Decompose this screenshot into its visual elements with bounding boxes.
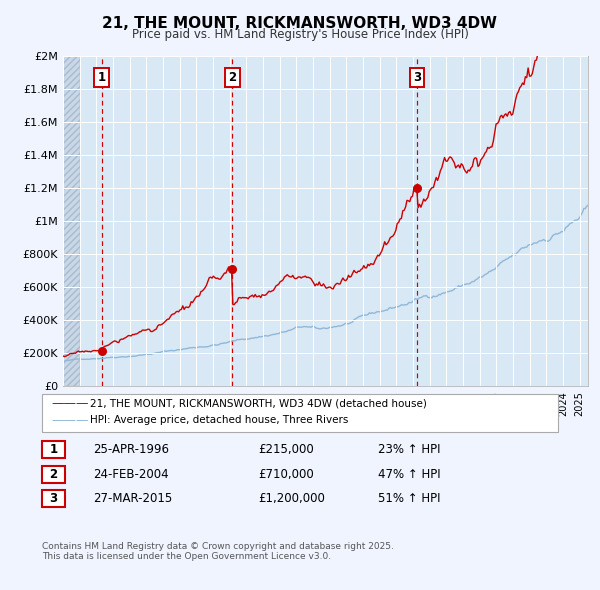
Text: Contains HM Land Registry data © Crown copyright and database right 2025.
This d: Contains HM Land Registry data © Crown c… (42, 542, 394, 561)
Text: 47% ↑ HPI: 47% ↑ HPI (378, 468, 440, 481)
Text: HPI: Average price, detached house, Three Rivers: HPI: Average price, detached house, Thre… (90, 415, 349, 425)
Text: 25-APR-1996: 25-APR-1996 (93, 443, 169, 456)
Text: 2: 2 (49, 468, 58, 481)
Text: 24-FEB-2004: 24-FEB-2004 (93, 468, 169, 481)
Text: 21, THE MOUNT, RICKMANSWORTH, WD3 4DW (detached house): 21, THE MOUNT, RICKMANSWORTH, WD3 4DW (d… (90, 399, 427, 408)
Text: £710,000: £710,000 (258, 468, 314, 481)
Text: 1: 1 (98, 71, 106, 84)
Text: 1: 1 (49, 443, 58, 456)
Text: 51% ↑ HPI: 51% ↑ HPI (378, 492, 440, 505)
Text: 23% ↑ HPI: 23% ↑ HPI (378, 443, 440, 456)
Text: 27-MAR-2015: 27-MAR-2015 (93, 492, 172, 505)
Text: 3: 3 (413, 71, 421, 84)
Text: 3: 3 (49, 492, 58, 505)
Text: ———: ——— (51, 414, 89, 427)
Text: £215,000: £215,000 (258, 443, 314, 456)
Text: Price paid vs. HM Land Registry's House Price Index (HPI): Price paid vs. HM Land Registry's House … (131, 28, 469, 41)
Text: 21, THE MOUNT, RICKMANSWORTH, WD3 4DW: 21, THE MOUNT, RICKMANSWORTH, WD3 4DW (103, 16, 497, 31)
Text: 2: 2 (228, 71, 236, 84)
Bar (63, 56, 80, 386)
Text: £1,200,000: £1,200,000 (258, 492, 325, 505)
Text: ———: ——— (51, 397, 89, 410)
